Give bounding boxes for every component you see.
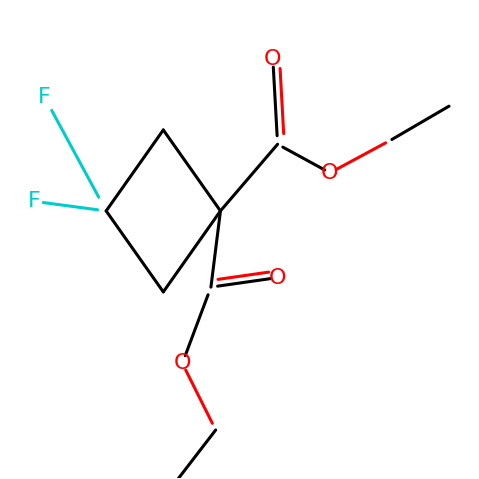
Text: O: O [264,48,282,68]
Text: O: O [173,354,191,373]
Text: F: F [28,192,41,211]
Text: O: O [269,268,286,287]
Text: F: F [38,87,51,107]
Text: O: O [321,163,339,183]
